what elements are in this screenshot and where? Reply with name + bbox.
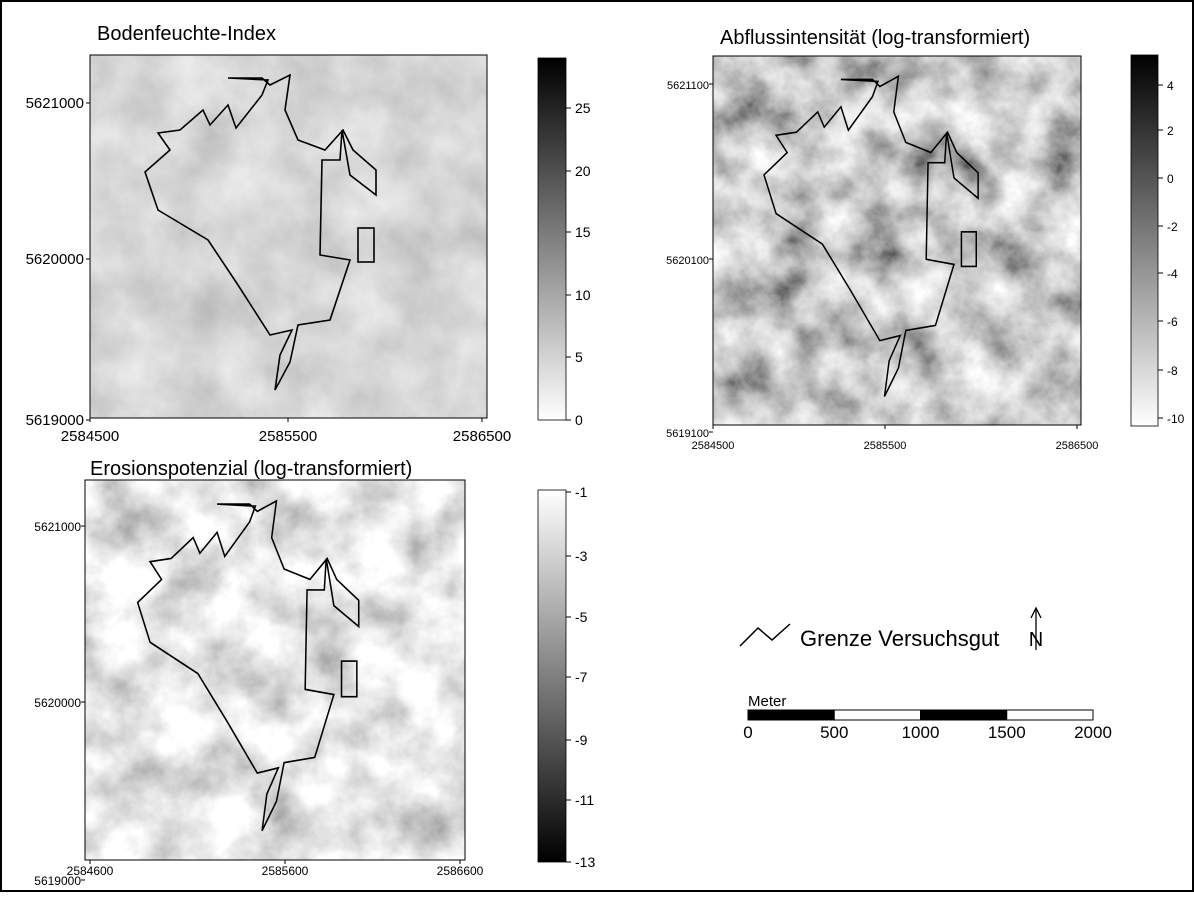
x-tick-label: 2586600: [437, 864, 484, 878]
raster: [90, 55, 487, 418]
colorbar-label: -13: [575, 854, 595, 870]
scale-label: 2000: [1074, 723, 1112, 742]
colorbar-label: 10: [575, 287, 591, 303]
colorbar-label: -1: [575, 484, 588, 500]
x-tick-label: 2584500: [61, 428, 119, 445]
panel-title: Erosionspotenzial (log-transformiert): [90, 458, 412, 480]
scale-label: 1500: [988, 723, 1026, 742]
colorbar-label: -7: [575, 669, 588, 685]
colorbar: [1130, 54, 1159, 427]
colorbar: [537, 57, 567, 421]
y-tick-label: 5619100: [666, 428, 709, 440]
map-frame: [84, 479, 466, 861]
x-tick-label: 2584600: [67, 864, 114, 878]
panel-title: Abflussintensität (log-transformiert): [720, 27, 1030, 49]
colorbar-label: -10: [1167, 412, 1185, 426]
x-tick-label: 2585500: [259, 428, 317, 445]
colorbar-label: -8: [1167, 364, 1178, 378]
colorbar-label: -11: [575, 792, 594, 808]
scale-segment: [747, 709, 835, 721]
x-tick-label: 2585600: [262, 864, 309, 878]
x-tick-label: 2584500: [692, 440, 735, 452]
y-tick-label: 5621100: [667, 80, 709, 92]
x-tick-label: 2585500: [864, 440, 907, 452]
y-tick-label: 5620000: [26, 251, 84, 268]
colorbar-label: 5: [575, 349, 583, 365]
scale-label: 0: [743, 723, 752, 742]
colorbar-label: 0: [1167, 172, 1174, 186]
colorbar-label: -2: [1167, 220, 1178, 234]
colorbar-label: -3: [575, 548, 588, 564]
y-tick-label: 5620100: [666, 255, 709, 267]
colorbar-label: 0: [575, 412, 583, 428]
legend-line: [739, 623, 791, 647]
colorbar-label: -4: [1167, 267, 1178, 281]
scale-bar: Meter 0 500 1000 1500 2000: [743, 693, 1112, 742]
colorbar-label: -6: [1167, 315, 1178, 329]
colorbar-label: 25: [575, 100, 591, 116]
scale-segment: [1006, 709, 1094, 721]
colorbar-label: -9: [575, 732, 588, 748]
y-tick-label: 5621000: [34, 520, 81, 534]
map-panel: Bodenfeuchte-Index5621000562000056190002…: [26, 23, 591, 445]
x-tick-label: 2586500: [1056, 440, 1099, 452]
raster: [713, 56, 1081, 425]
map-panel: Erosionspotenzial (log-transformiert) 562…: [34, 458, 595, 888]
panel-title: Bodenfeuchte-Index: [97, 23, 276, 45]
raster: [85, 480, 465, 860]
scale-unit: Meter: [748, 693, 786, 710]
north-label: N: [1029, 629, 1043, 651]
colorbar-label: 4: [1167, 79, 1174, 93]
colorbar-label: 20: [575, 163, 591, 179]
map-frame: [712, 55, 1082, 426]
scale-label: 1000: [902, 723, 940, 742]
colorbar: [537, 489, 567, 863]
y-tick-label: 5619000: [26, 412, 84, 429]
scale-label: 500: [820, 723, 848, 742]
y-tick-label: 5621000: [26, 95, 84, 112]
colorbar-label: 2: [1167, 124, 1174, 138]
scale-segment: [833, 709, 921, 721]
y-tick-label: 5619000: [34, 874, 81, 888]
colorbar-label: -5: [575, 609, 588, 625]
legend: Grenze Versuchsgut N: [739, 606, 1043, 651]
x-tick-label: 2586500: [453, 428, 511, 445]
y-tick-label: 5620000: [34, 696, 81, 710]
legend-label: Grenze Versuchsgut: [800, 626, 999, 651]
north-arrow-head: [1030, 606, 1042, 619]
map-panel: Abflussintensität (log-transformiert) 562…: [666, 27, 1184, 452]
scale-segment: [920, 709, 1008, 721]
colorbar-label: 15: [575, 224, 591, 240]
panels: Bodenfeuchte-Index5621000562000056190002…: [26, 23, 1185, 888]
